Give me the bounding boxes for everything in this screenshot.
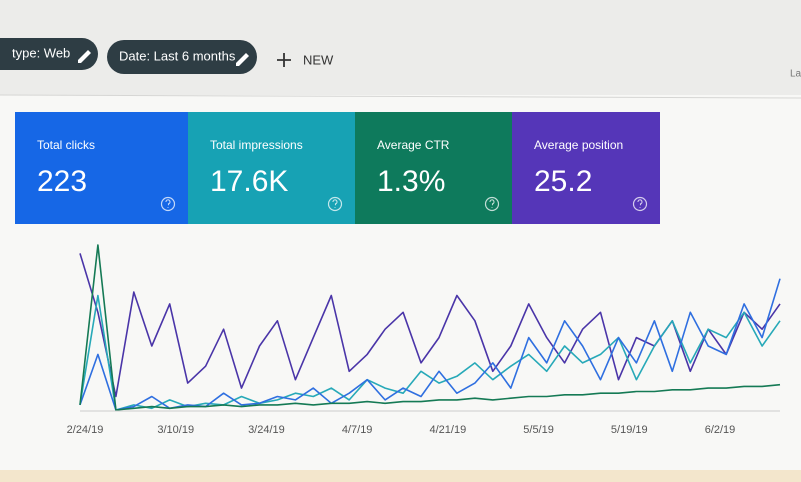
chip-bg[interactable]	[107, 40, 257, 74]
series-line	[79, 244, 781, 411]
card-title: Average CTR	[377, 138, 450, 152]
metric-card[interactable]: Total clicks 223	[15, 112, 188, 224]
card-value: 1.3%	[377, 165, 445, 198]
help-icon	[327, 196, 343, 212]
help-icon	[160, 196, 176, 212]
help-icon-glyph	[332, 199, 338, 208]
card-bg	[15, 112, 188, 224]
x-tick-label: 4/21/19	[430, 424, 467, 436]
x-tick-label: 4/7/19	[342, 424, 373, 436]
card-value: 17.6K	[210, 165, 288, 198]
card-bg	[188, 112, 355, 224]
x-tick-label: 2/24/19	[67, 424, 104, 436]
toolbar-divider	[0, 94, 801, 99]
metric-card[interactable]: Average position 25.2	[512, 112, 660, 224]
new-label[interactable]: NEW	[303, 52, 334, 67]
cards: Total clicks 223 Total impressions 17.6K Ave…	[15, 112, 660, 224]
help-icon-glyph	[637, 199, 643, 208]
metric-card[interactable]: Average CTR 1.3%	[355, 112, 512, 224]
chip[interactable]: type: Web	[0, 38, 98, 70]
new-button[interactable]: NEW	[277, 52, 334, 67]
x-tick-label: 5/19/19	[611, 424, 648, 436]
help-icon-glyph	[165, 199, 171, 208]
help-icon	[484, 196, 500, 212]
x-tick-label: 3/24/19	[248, 424, 285, 436]
plus-icon	[277, 53, 291, 67]
card-bg	[512, 112, 660, 224]
edit-icon	[78, 50, 91, 63]
chip-bg[interactable]	[0, 38, 98, 70]
help-icon-glyph	[489, 199, 495, 208]
chip-label[interactable]: Date: Last 6 months	[119, 48, 236, 63]
chip[interactable]: Date: Last 6 months	[107, 40, 257, 74]
edit-icon	[236, 53, 249, 66]
card-value: 25.2	[534, 165, 592, 198]
help-icon	[632, 196, 648, 212]
card-value: 223	[37, 165, 87, 198]
card-title: Total clicks	[37, 138, 95, 152]
x-tick-label: 3/10/19	[157, 424, 194, 436]
chart: 2/24/19 3/10/19 3/24/19 4/7/19 4/21/19 5/5/19…	[67, 244, 781, 436]
card-title: Average position	[534, 138, 623, 152]
x-tick-label: 6/2/19	[705, 424, 736, 436]
x-tick-label: 5/5/19	[523, 424, 554, 436]
card-title: Total impressions	[210, 138, 303, 152]
toolbar-right-text: La	[790, 69, 801, 80]
metric-card[interactable]: Total impressions 17.6K	[188, 112, 355, 224]
series-line	[79, 278, 781, 411]
chip-label[interactable]: type: Web	[12, 45, 70, 60]
frame-edge	[0, 470, 801, 482]
